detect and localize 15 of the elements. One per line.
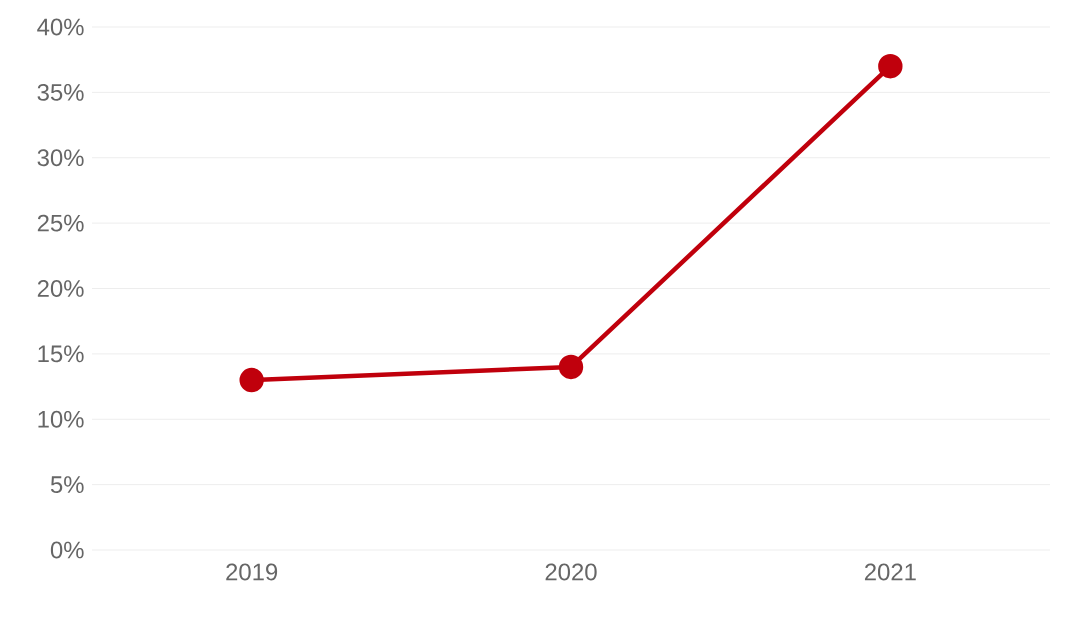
- y-tick-label: 5%: [50, 476, 84, 494]
- y-tick-label: 35%: [37, 83, 84, 101]
- y-tick-label: 25%: [37, 214, 84, 232]
- y-tick-label: 20%: [37, 280, 84, 297]
- y-tick-label: 15%: [38, 345, 84, 363]
- point: [878, 54, 903, 79]
- point: [239, 367, 264, 393]
- y-tick-label: 40%: [37, 18, 84, 36]
- x-tick-label: 2020: [545, 563, 597, 581]
- x-tick-label: 2019: [226, 563, 278, 581]
- x-tick-label: 2021: [864, 563, 916, 581]
- y-tick-label: 30%: [37, 149, 84, 167]
- y-tick-label: 10%: [38, 410, 84, 428]
- y-tick-label: 0%: [50, 541, 84, 559]
- point: [558, 354, 584, 380]
